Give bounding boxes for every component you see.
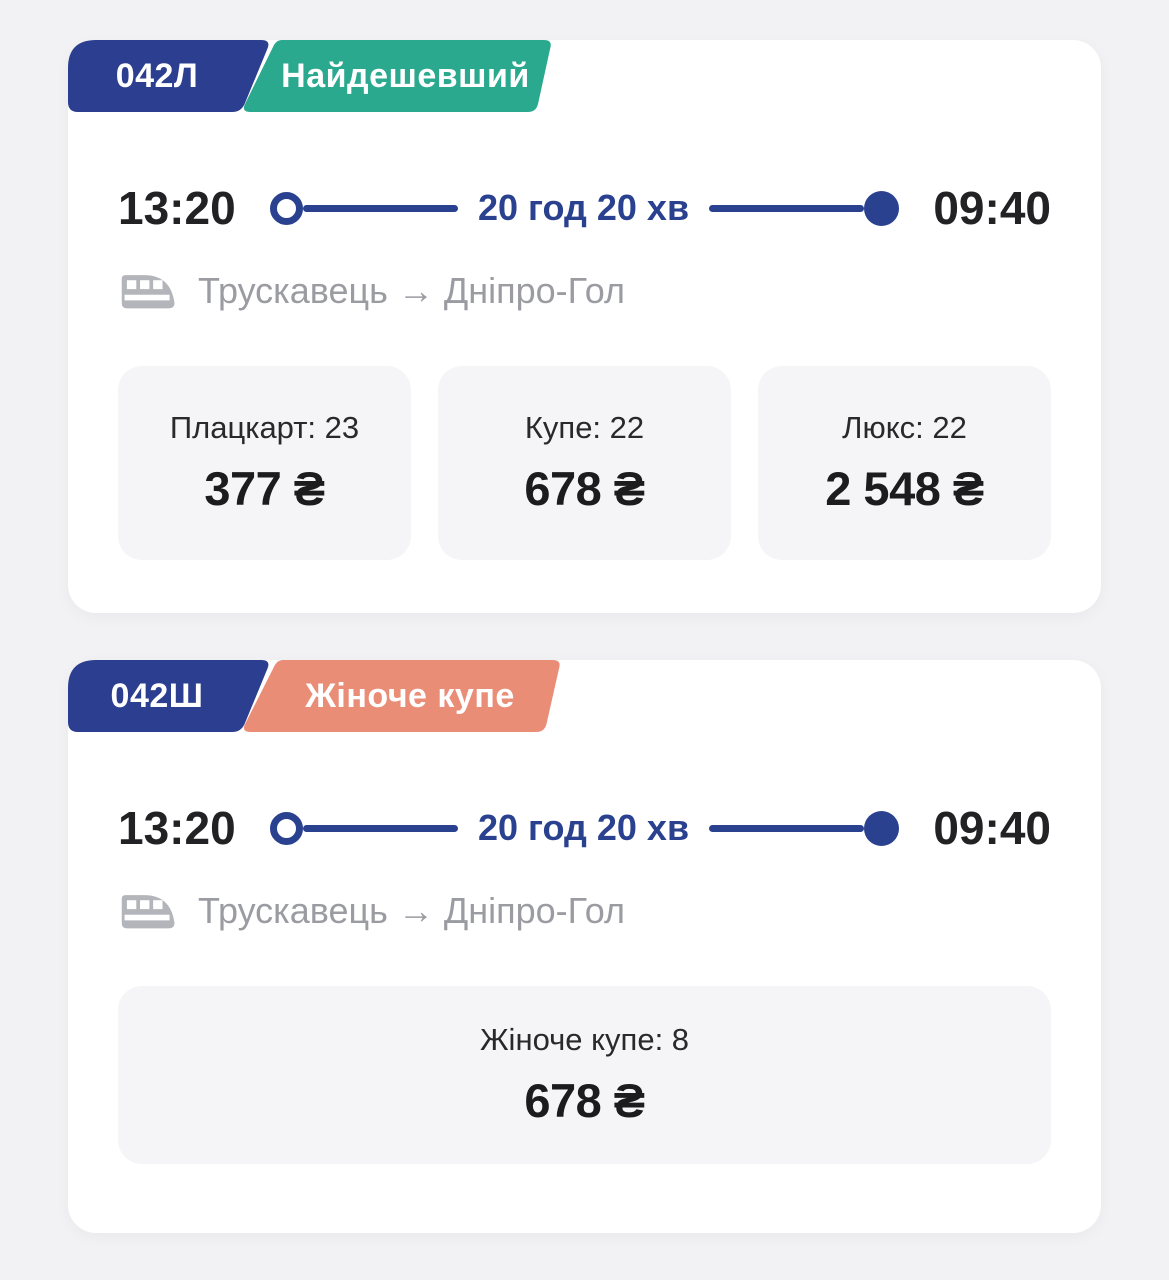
seat-class-price: 377 ₴: [204, 462, 325, 515]
badge-row: 042Ш Жіноче купе: [68, 660, 564, 732]
tag-badge-label: Найдешевший: [281, 56, 530, 95]
arrival-point-icon: [864, 810, 900, 846]
timeline-line: [302, 204, 458, 212]
tag-badge-womens-coupe: Жіноче купе: [242, 660, 564, 732]
trip-duration: 20 год 20 хв: [477, 807, 690, 848]
tag-badge-cheapest: Найдешевший: [242, 40, 555, 112]
route-text: Трускавець → Дніпро-Гол: [198, 270, 625, 311]
time-row: 13:20 20 год 20 хв 09:40: [118, 802, 1051, 854]
train-number-badge: 042Л: [68, 40, 272, 112]
seat-class-row: Жіноче купе: 8 678 ₴: [118, 986, 1051, 1164]
seat-class-card-womens-coupe[interactable]: Жіноче купе: 8 678 ₴: [118, 986, 1051, 1164]
time-row: 13:20 20 год 20 хв 09:40: [118, 182, 1051, 234]
train-number-badge-shape: [68, 40, 269, 112]
train-number-label: 042Л: [115, 56, 199, 95]
arrival-time: 09:40: [933, 802, 1051, 854]
seat-class-row: Плацкарт: 23 377 ₴ Купе: 22 678 ₴ Люкс: …: [118, 366, 1051, 560]
tag-badge-shape: [243, 40, 551, 112]
seat-class-price: 2 548 ₴: [825, 462, 984, 515]
seat-class-label: Люкс: 22: [842, 410, 967, 445]
journey-timeline: 20 год 20 хв: [269, 807, 900, 849]
train-icon: [121, 275, 175, 309]
departure-point-icon: [269, 811, 303, 845]
arrival-point-icon: [864, 190, 900, 226]
route-text: Трускавець → Дніпро-Гол: [198, 890, 625, 931]
trip-card[interactable]: 042Л Найдешевший 13:20 20 год 20 хв 09:4…: [68, 40, 1101, 613]
seat-class-label: Купе: 22: [524, 410, 645, 445]
train-number-badge-shape: [68, 660, 269, 732]
trip-duration: 20 год 20 хв: [477, 187, 690, 228]
seat-class-card-coupe[interactable]: Купе: 22 678 ₴: [438, 366, 731, 560]
seat-class-label: Жіноче купе: 8: [479, 1022, 690, 1057]
departure-time: 13:20: [118, 802, 236, 854]
seat-class-label: Плацкарт: 23: [169, 410, 360, 445]
timeline-line: [302, 824, 458, 832]
timeline-line: [709, 824, 865, 832]
route-row: Трускавець → Дніпро-Гол: [118, 886, 1051, 936]
journey-timeline: 20 год 20 хв: [269, 187, 900, 229]
timeline-line: [709, 204, 865, 212]
arrival-time: 09:40: [933, 182, 1051, 234]
seat-class-price: 678 ₴: [524, 1074, 645, 1127]
tag-badge-label: Жіноче купе: [305, 676, 515, 715]
departure-time: 13:20: [118, 182, 236, 234]
trip-card[interactable]: 042Ш Жіноче купе 13:20 20 год 20 хв 09:4…: [68, 660, 1101, 1233]
train-number-badge: 042Ш: [68, 660, 272, 732]
departure-point-icon: [269, 191, 303, 225]
seat-class-card-lux[interactable]: Люкс: 22 2 548 ₴: [758, 366, 1051, 560]
badge-row: 042Л Найдешевший: [68, 40, 555, 112]
train-number-label: 042Ш: [110, 676, 204, 715]
tag-badge-shape: [243, 660, 560, 732]
seat-class-card-platzkart[interactable]: Плацкарт: 23 377 ₴: [118, 366, 411, 560]
route-row: Трускавець → Дніпро-Гол: [118, 266, 1051, 316]
seat-class-price: 678 ₴: [524, 462, 645, 515]
train-icon: [121, 895, 175, 929]
